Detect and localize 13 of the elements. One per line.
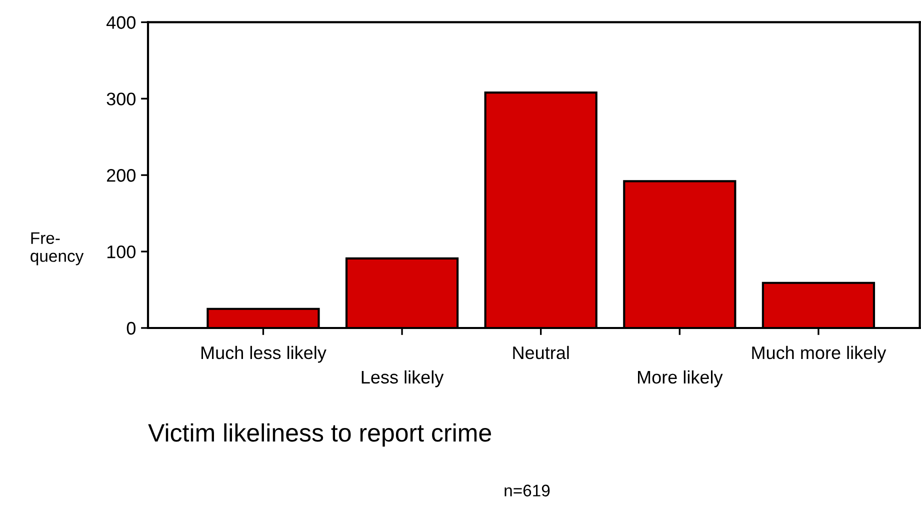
x-tick-label: More likely [638,370,723,388]
text: n=619 [504,484,550,496]
y-tick-label: 100 [107,245,136,258]
y-tick-label: 200 [106,169,136,182]
y-axis-title: Fre- quency [30,232,84,266]
x-tick-label: Much less likely [201,346,326,363]
y-tick-label: 300 [106,92,136,106]
x-tick-label: Neutral [513,346,569,360]
x-tick-label: Much more likely [752,346,886,363]
y-tick-label: 0 [126,322,136,335]
x-tick-label: Less likely [362,370,444,388]
x-axis-title: Victim likeliness to report crime [148,423,491,447]
y-tick-label: 400 [106,16,136,29]
